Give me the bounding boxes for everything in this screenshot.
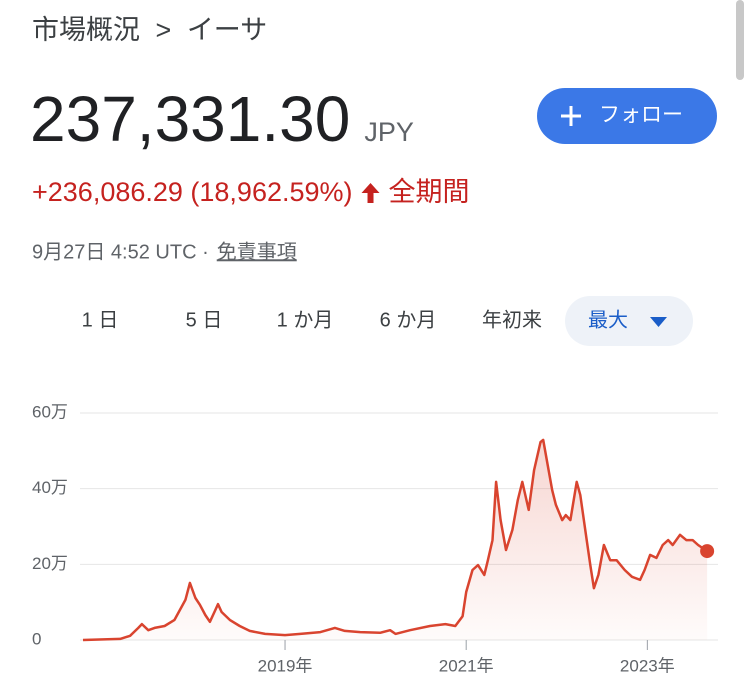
range-tab[interactable]: 1 日 <box>82 309 119 331</box>
period: 全期間 <box>389 177 470 207</box>
x-tick-label: 2023年 <box>620 656 675 675</box>
plus-icon <box>561 106 581 126</box>
up-arrow <box>361 183 380 203</box>
breadcrumb-parent[interactable]: 市場概況 <box>32 15 140 45</box>
follow-label[interactable]: フォロー <box>599 104 683 127</box>
y-tick-label: 0 <box>32 629 41 648</box>
breadcrumb-current: イーサ <box>187 15 267 45</box>
chart: 0 20万 40万 60万 2019年 2021年 2023年 <box>32 402 718 675</box>
y-tick-label: 40万 <box>32 478 68 497</box>
range-tab[interactable]: 1 か月 <box>277 309 334 331</box>
selected-tab-bg[interactable] <box>565 296 693 346</box>
disclaimer[interactable]: 免責事項 <box>217 240 297 263</box>
y-tick-label: 20万 <box>32 554 68 573</box>
follow-button-bg[interactable] <box>537 88 717 144</box>
area-fill <box>83 439 708 640</box>
last-point <box>700 544 715 559</box>
scrollbar[interactable] <box>736 0 744 80</box>
change: +236,086.29 (18,962.59%) <box>32 177 353 207</box>
range-tab[interactable]: 年初来 <box>482 308 542 331</box>
y-tick-label: 60万 <box>32 402 68 421</box>
range-tabs: 1 日 5 日 1 か月 6 か月 年初来 最大 <box>82 296 693 346</box>
follow-button[interactable]: フォロー <box>537 88 717 144</box>
x-tick-label: 2021年 <box>439 656 494 675</box>
price: 237,331.30 <box>30 83 350 155</box>
breadcrumb-separator: > <box>156 15 172 45</box>
currency: JPY <box>364 117 414 147</box>
price-line <box>82 438 708 642</box>
breadcrumb: 市場概況 > イーサ <box>32 15 267 45</box>
timestamp: 9月27日 4:52 UTC · <box>32 241 209 263</box>
range-tab[interactable]: 5 日 <box>186 309 223 331</box>
x-tick-label: 2019年 <box>258 656 313 675</box>
range-tab[interactable]: 6 か月 <box>380 309 437 331</box>
range-tab[interactable]: 最大 <box>588 308 628 331</box>
dropdown-caret <box>650 317 667 327</box>
